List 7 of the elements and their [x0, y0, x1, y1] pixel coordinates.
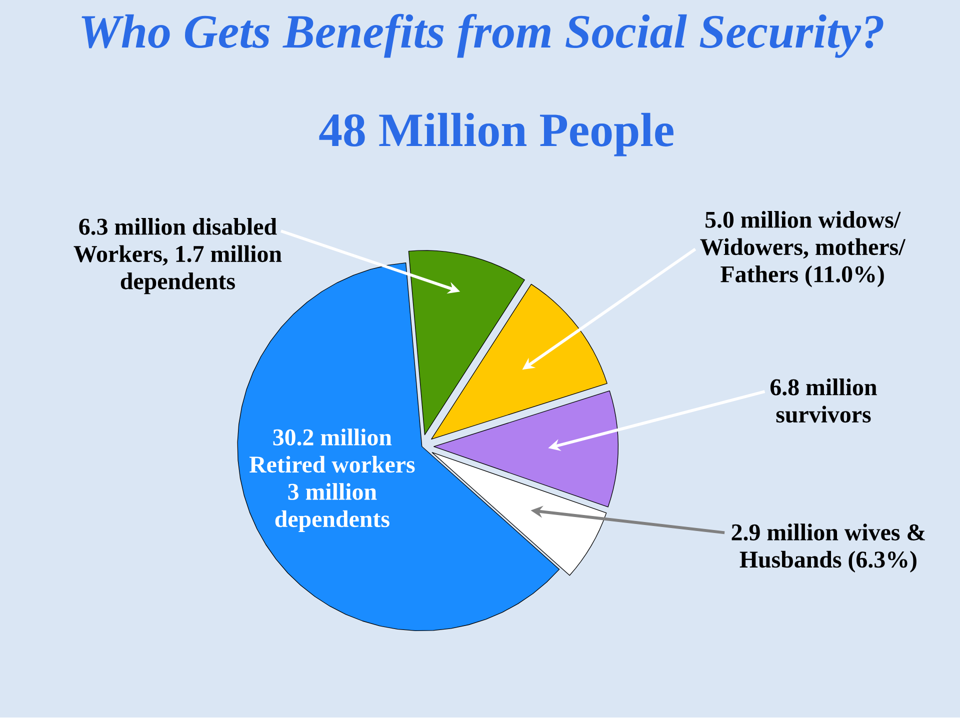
slice-label: 2.9 million wives & Husbands (6.3%): [732, 524, 925, 573]
slice-label: 6.8 million survivors: [770, 378, 877, 423]
chart-title: Who Gets Benefits from Social Security?: [82, 14, 884, 58]
slice-label: 30.2 million Retired workers 3 million dependents: [249, 428, 415, 532]
chart-subtitle: 48 Million People: [319, 113, 674, 156]
slice-label: 6.3 million disabled Workers, 1.7 million dependents: [74, 218, 282, 294]
slice-label: 5.0 million widows/ Widowers, mothers/ Fathers (11.0%): [700, 211, 906, 288]
